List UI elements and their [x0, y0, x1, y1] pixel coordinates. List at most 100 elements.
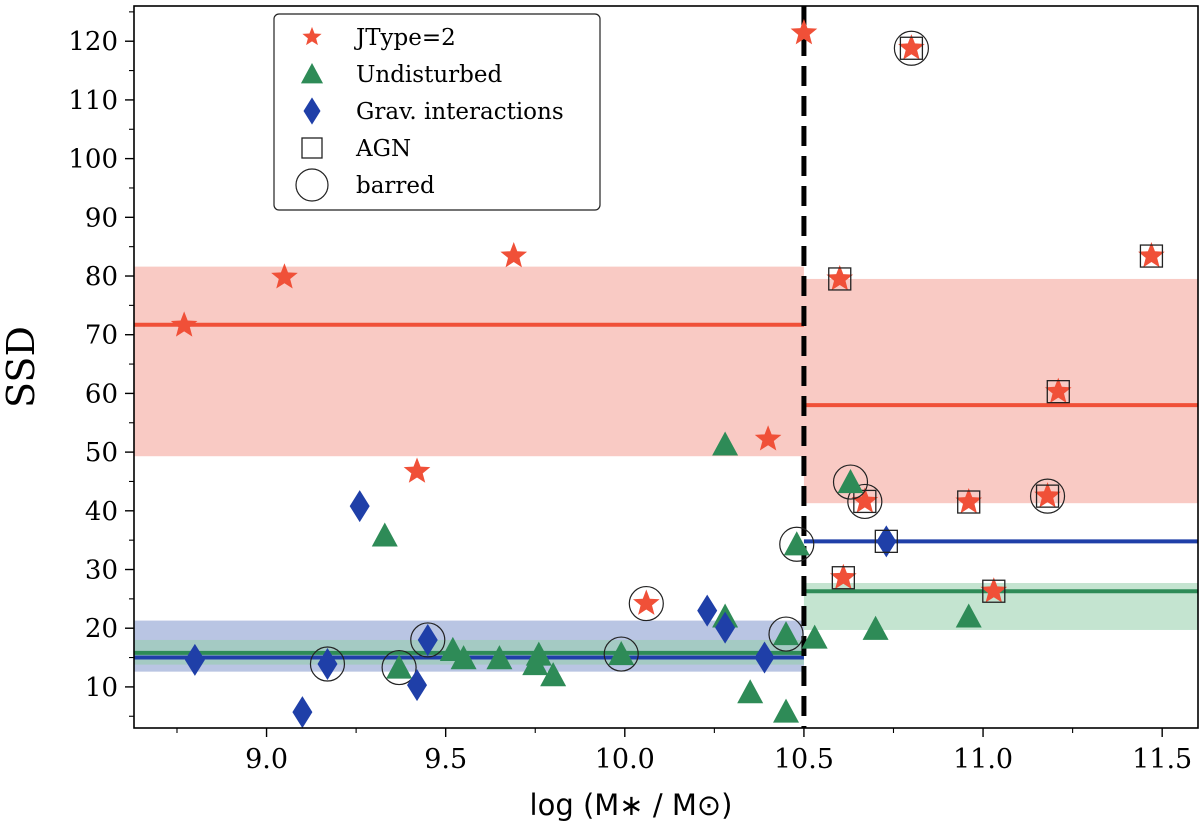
- jtype-2-point-5: [754, 425, 782, 451]
- grav-interactions-point-4: [407, 669, 428, 702]
- x-tick-label-4: 11.0: [953, 744, 1013, 775]
- undisturbed-point-8: [608, 641, 635, 666]
- y-tick-label-9: 100: [68, 145, 118, 175]
- y-tick-label-1: 20: [85, 614, 118, 644]
- jtype-2-point-3: [500, 242, 528, 268]
- undisturbed-point-4: [486, 645, 513, 670]
- jtype-2-point-10: [898, 34, 925, 60]
- undisturbed-barred-ring-1: [381, 649, 417, 686]
- jtype-2-agn-box-12: [982, 579, 1006, 603]
- legend-marker-1: [300, 62, 324, 84]
- x-tick-label-1: 9.5: [424, 744, 467, 775]
- jtype-2-point-7: [826, 264, 854, 291]
- grav-interactions-barred-ring-2: [309, 646, 346, 682]
- undisturbed-point-1: [386, 654, 413, 679]
- grav-interactions-agn-box-9: [874, 529, 898, 553]
- grav-interactions-point-5: [417, 623, 438, 656]
- jtype-2-point-0: [170, 311, 198, 337]
- grav-interactions-point-7: [715, 611, 736, 644]
- x-axis-label: log (M∗ / M⊙): [530, 788, 733, 822]
- undisturbed-point-9: [712, 431, 739, 456]
- y-tick-label-5: 60: [85, 379, 118, 409]
- legend-label-2: Grav. interactions: [356, 99, 564, 125]
- legend: JType=2 Undisturbed Grav. interactions AGN b…: [273, 13, 601, 211]
- undisturbed-point-3: [450, 645, 477, 670]
- grav-interactions-point-0: [184, 643, 205, 676]
- band-0: [134, 266, 804, 457]
- undisturbed-point-12: [773, 621, 800, 646]
- y-tick-label-8: 90: [85, 203, 118, 233]
- jtype-2-barred-ring-10: [893, 30, 930, 66]
- jtype-2-agn-box-13: [1035, 484, 1060, 508]
- jtype-2-point-9: [851, 487, 879, 513]
- undisturbed-barred-ring-16: [832, 464, 869, 500]
- y-tick-label-11: 120: [68, 27, 118, 57]
- jtype-2-point-11: [955, 488, 983, 514]
- y-tick-label-7: 80: [85, 262, 118, 292]
- grav-interactions-point-3: [349, 490, 370, 523]
- x-tick-label-0: 9.0: [245, 744, 288, 775]
- grav-interactions-point-8: [754, 641, 775, 674]
- grav-interactions-point-9: [876, 525, 897, 558]
- jtype-2-point-12: [980, 577, 1008, 603]
- data-points: [170, 19, 1165, 729]
- jtype-2-point-14: [1044, 377, 1072, 403]
- jtype-2-agn-box-7: [828, 267, 852, 291]
- legend-marker-2: [303, 97, 321, 125]
- grav-interactions-barred-ring-5: [410, 622, 446, 658]
- jtype-2-point-13: [1034, 482, 1061, 508]
- y-tick-label-10: 110: [68, 86, 118, 116]
- jtype-2-point-6: [790, 19, 818, 45]
- jtype-2-point-8: [830, 563, 857, 590]
- legend-marker-0: [302, 26, 322, 46]
- y-tick-label-4: 50: [85, 438, 118, 468]
- undisturbed-barred-ring-12: [768, 616, 804, 652]
- legend-label-4: barred: [356, 173, 435, 199]
- legend-marker-3: [301, 137, 323, 159]
- jtype-2-agn-box-14: [1046, 380, 1070, 404]
- plot-frame: [133, 5, 1199, 729]
- jtype-2-agn-box-8: [831, 566, 855, 590]
- x-tick-label-3: 10.5: [774, 744, 834, 775]
- undisturbed-point-13: [773, 698, 800, 723]
- jtype-2-barred-ring-9: [847, 483, 883, 520]
- band-1: [803, 278, 1198, 504]
- jtype-2-point-2: [403, 457, 431, 483]
- legend-label-3: AGN: [355, 136, 411, 162]
- y-axis-ticks: 10 20 30 40 50 60 70 80 90 100 110 120: [68, 11, 134, 717]
- legend-box: [273, 13, 601, 211]
- grav-interactions-point-1: [292, 696, 313, 729]
- jtype-2-agn-box-11: [957, 490, 981, 514]
- jtype-2-barred-ring-13: [1029, 478, 1066, 514]
- jtype-2-barred-ring-4: [628, 585, 664, 622]
- confidence-bands: [134, 266, 1198, 672]
- undisturbed-barred-ring-14: [779, 526, 815, 562]
- jtype-2-point-4: [632, 589, 660, 615]
- undisturbed-barred-ring-8: [603, 636, 639, 672]
- undisturbed-point-14: [783, 531, 810, 556]
- y-tick-label-3: 40: [85, 497, 118, 527]
- jtype-2-point-15: [1138, 242, 1165, 268]
- jtype-2-agn-box-15: [1139, 244, 1164, 268]
- legend-label-0: JType=2: [354, 25, 456, 51]
- grav-interactions-point-6: [697, 594, 718, 627]
- undisturbed-point-15: [801, 624, 828, 649]
- y-tick-label-6: 70: [85, 321, 118, 351]
- legend-label-1: Undisturbed: [356, 62, 502, 88]
- y-tick-label-0: 10: [85, 673, 118, 703]
- grav-interactions-point-2: [317, 648, 338, 681]
- y-tick-label-2: 30: [85, 556, 118, 586]
- jtype-2-agn-box-10: [899, 36, 924, 60]
- x-axis-ticks: 9.0 9.5 10.0 10.5 11.0 11.5: [176, 728, 1192, 775]
- x-tick-label-2: 10.0: [595, 744, 655, 775]
- undisturbed-point-17: [862, 615, 889, 640]
- undisturbed-point-11: [737, 679, 764, 704]
- undisturbed-point-0: [371, 522, 398, 547]
- median-lines: [134, 322, 1198, 660]
- undisturbed-point-16: [837, 469, 864, 494]
- legend-marker-4: [295, 168, 329, 202]
- undisturbed-point-7: [540, 662, 567, 687]
- undisturbed-point-6: [522, 651, 549, 676]
- x-tick-label-5: 11.5: [1132, 744, 1192, 775]
